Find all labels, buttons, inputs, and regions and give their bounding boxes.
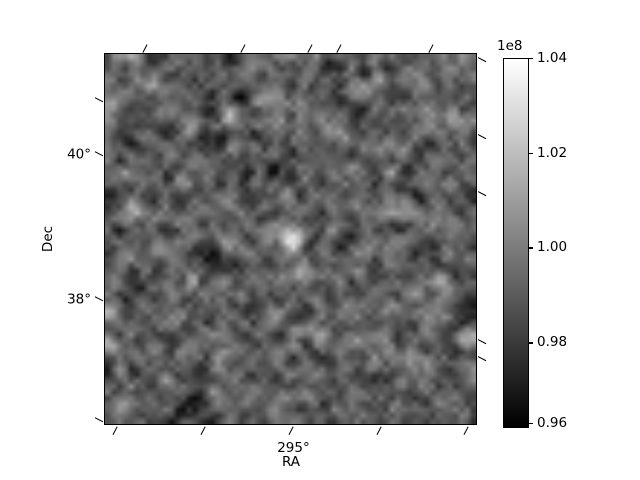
y-ticklabel-left-2: 38° bbox=[67, 291, 91, 308]
colorbar-gradient[interactable] bbox=[503, 58, 529, 428]
colorbar-tick-4 bbox=[529, 422, 533, 425]
y-tick-left-1 bbox=[94, 150, 104, 157]
colorbar-tick-1 bbox=[529, 152, 533, 155]
x-tick-top-2 bbox=[307, 44, 314, 54]
colorbar-ticklabel-1: 1.02 bbox=[537, 144, 568, 161]
colorbar-ticklabel-0: 1.04 bbox=[537, 50, 568, 66]
y-ticklabel-left-1: 40° bbox=[67, 146, 91, 163]
y-tick-right-1 bbox=[477, 134, 487, 140]
x-tick-top-3 bbox=[336, 44, 342, 54]
y-tick-right-4 bbox=[477, 356, 487, 362]
colorbar-tick-0 bbox=[529, 58, 533, 60]
colorbar-ticklabel-2: 1.00 bbox=[537, 239, 568, 256]
x-tick-bottom-2 bbox=[288, 426, 295, 435]
x-tick-bottom-1 bbox=[200, 426, 207, 435]
colorbar-ticklabel-3: 0.98 bbox=[537, 334, 568, 351]
x-tick-bottom-4 bbox=[463, 426, 470, 435]
x-axis-label: RA bbox=[281, 454, 301, 470]
x-ticklabel-bottom-2: 295° bbox=[277, 440, 310, 456]
sky-image-heatmap bbox=[105, 54, 476, 424]
x-tick-top-0 bbox=[142, 44, 148, 54]
y-tick-right-0 bbox=[477, 56, 487, 63]
colorbar-offset-text: 1e8 bbox=[497, 38, 523, 54]
x-tick-bottom-0 bbox=[112, 426, 118, 435]
x-tick-top-4 bbox=[427, 44, 434, 54]
y-axis-label: Dec bbox=[40, 225, 56, 253]
y-tick-left-3 bbox=[94, 417, 104, 423]
x-tick-bottom-3 bbox=[375, 426, 382, 435]
y-tick-right-3 bbox=[477, 339, 487, 345]
colorbar-tick-2 bbox=[529, 247, 533, 249]
x-tick-top-1 bbox=[240, 44, 247, 54]
colorbar-tick-3 bbox=[529, 342, 533, 344]
y-tick-left-0 bbox=[94, 96, 104, 102]
y-tick-left-2 bbox=[94, 295, 104, 302]
colorbar-ticklabel-4: 0.96 bbox=[537, 414, 568, 431]
y-tick-right-2 bbox=[477, 191, 487, 197]
sky-image-axes[interactable] bbox=[104, 53, 477, 425]
